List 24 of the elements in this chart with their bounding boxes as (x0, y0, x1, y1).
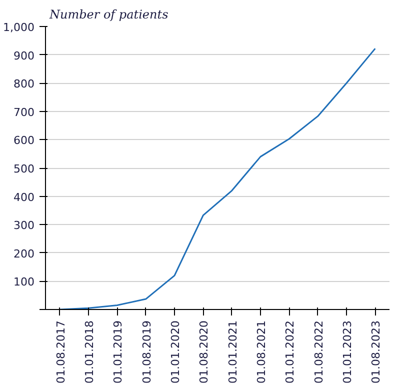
x-tick-label: 01.01.2018 (83, 320, 96, 384)
x-tick-label: 01.01.2020 (169, 320, 182, 384)
x-tick-label: 01.08.2022 (312, 320, 326, 384)
y-tick-label: 600 (14, 134, 35, 148)
y-tick-label: 400 (14, 190, 35, 204)
y-tick-label: 800 (14, 78, 35, 91)
x-tick-label: 01.08.2017 (54, 320, 68, 384)
y-axis-title: Number of patients (48, 8, 168, 22)
y-tick-label: 1,000 (3, 21, 35, 34)
x-tick-label: 01.01.2023 (341, 320, 354, 384)
x-tick-label: 01.01.2019 (112, 320, 125, 384)
y-tick-label: 900 (14, 49, 35, 62)
x-tick-label: 01.01.2022 (284, 320, 297, 384)
x-tick-label: 01.08.2019 (140, 320, 154, 384)
y-tick-label: 500 (14, 162, 35, 176)
y-tick-label: 100 (14, 276, 35, 289)
x-tick-label: 01.01.2021 (226, 320, 240, 384)
y-tick-label: 300 (14, 219, 35, 232)
line-series (59, 48, 376, 310)
x-tick-label: 01.08.2020 (198, 320, 211, 384)
y-tick-label: 700 (14, 106, 35, 119)
y-tick-label: 200 (14, 247, 35, 260)
x-tick-label: 01.08.2023 (370, 320, 383, 384)
x-tick-label: 01.08.2021 (255, 320, 268, 384)
